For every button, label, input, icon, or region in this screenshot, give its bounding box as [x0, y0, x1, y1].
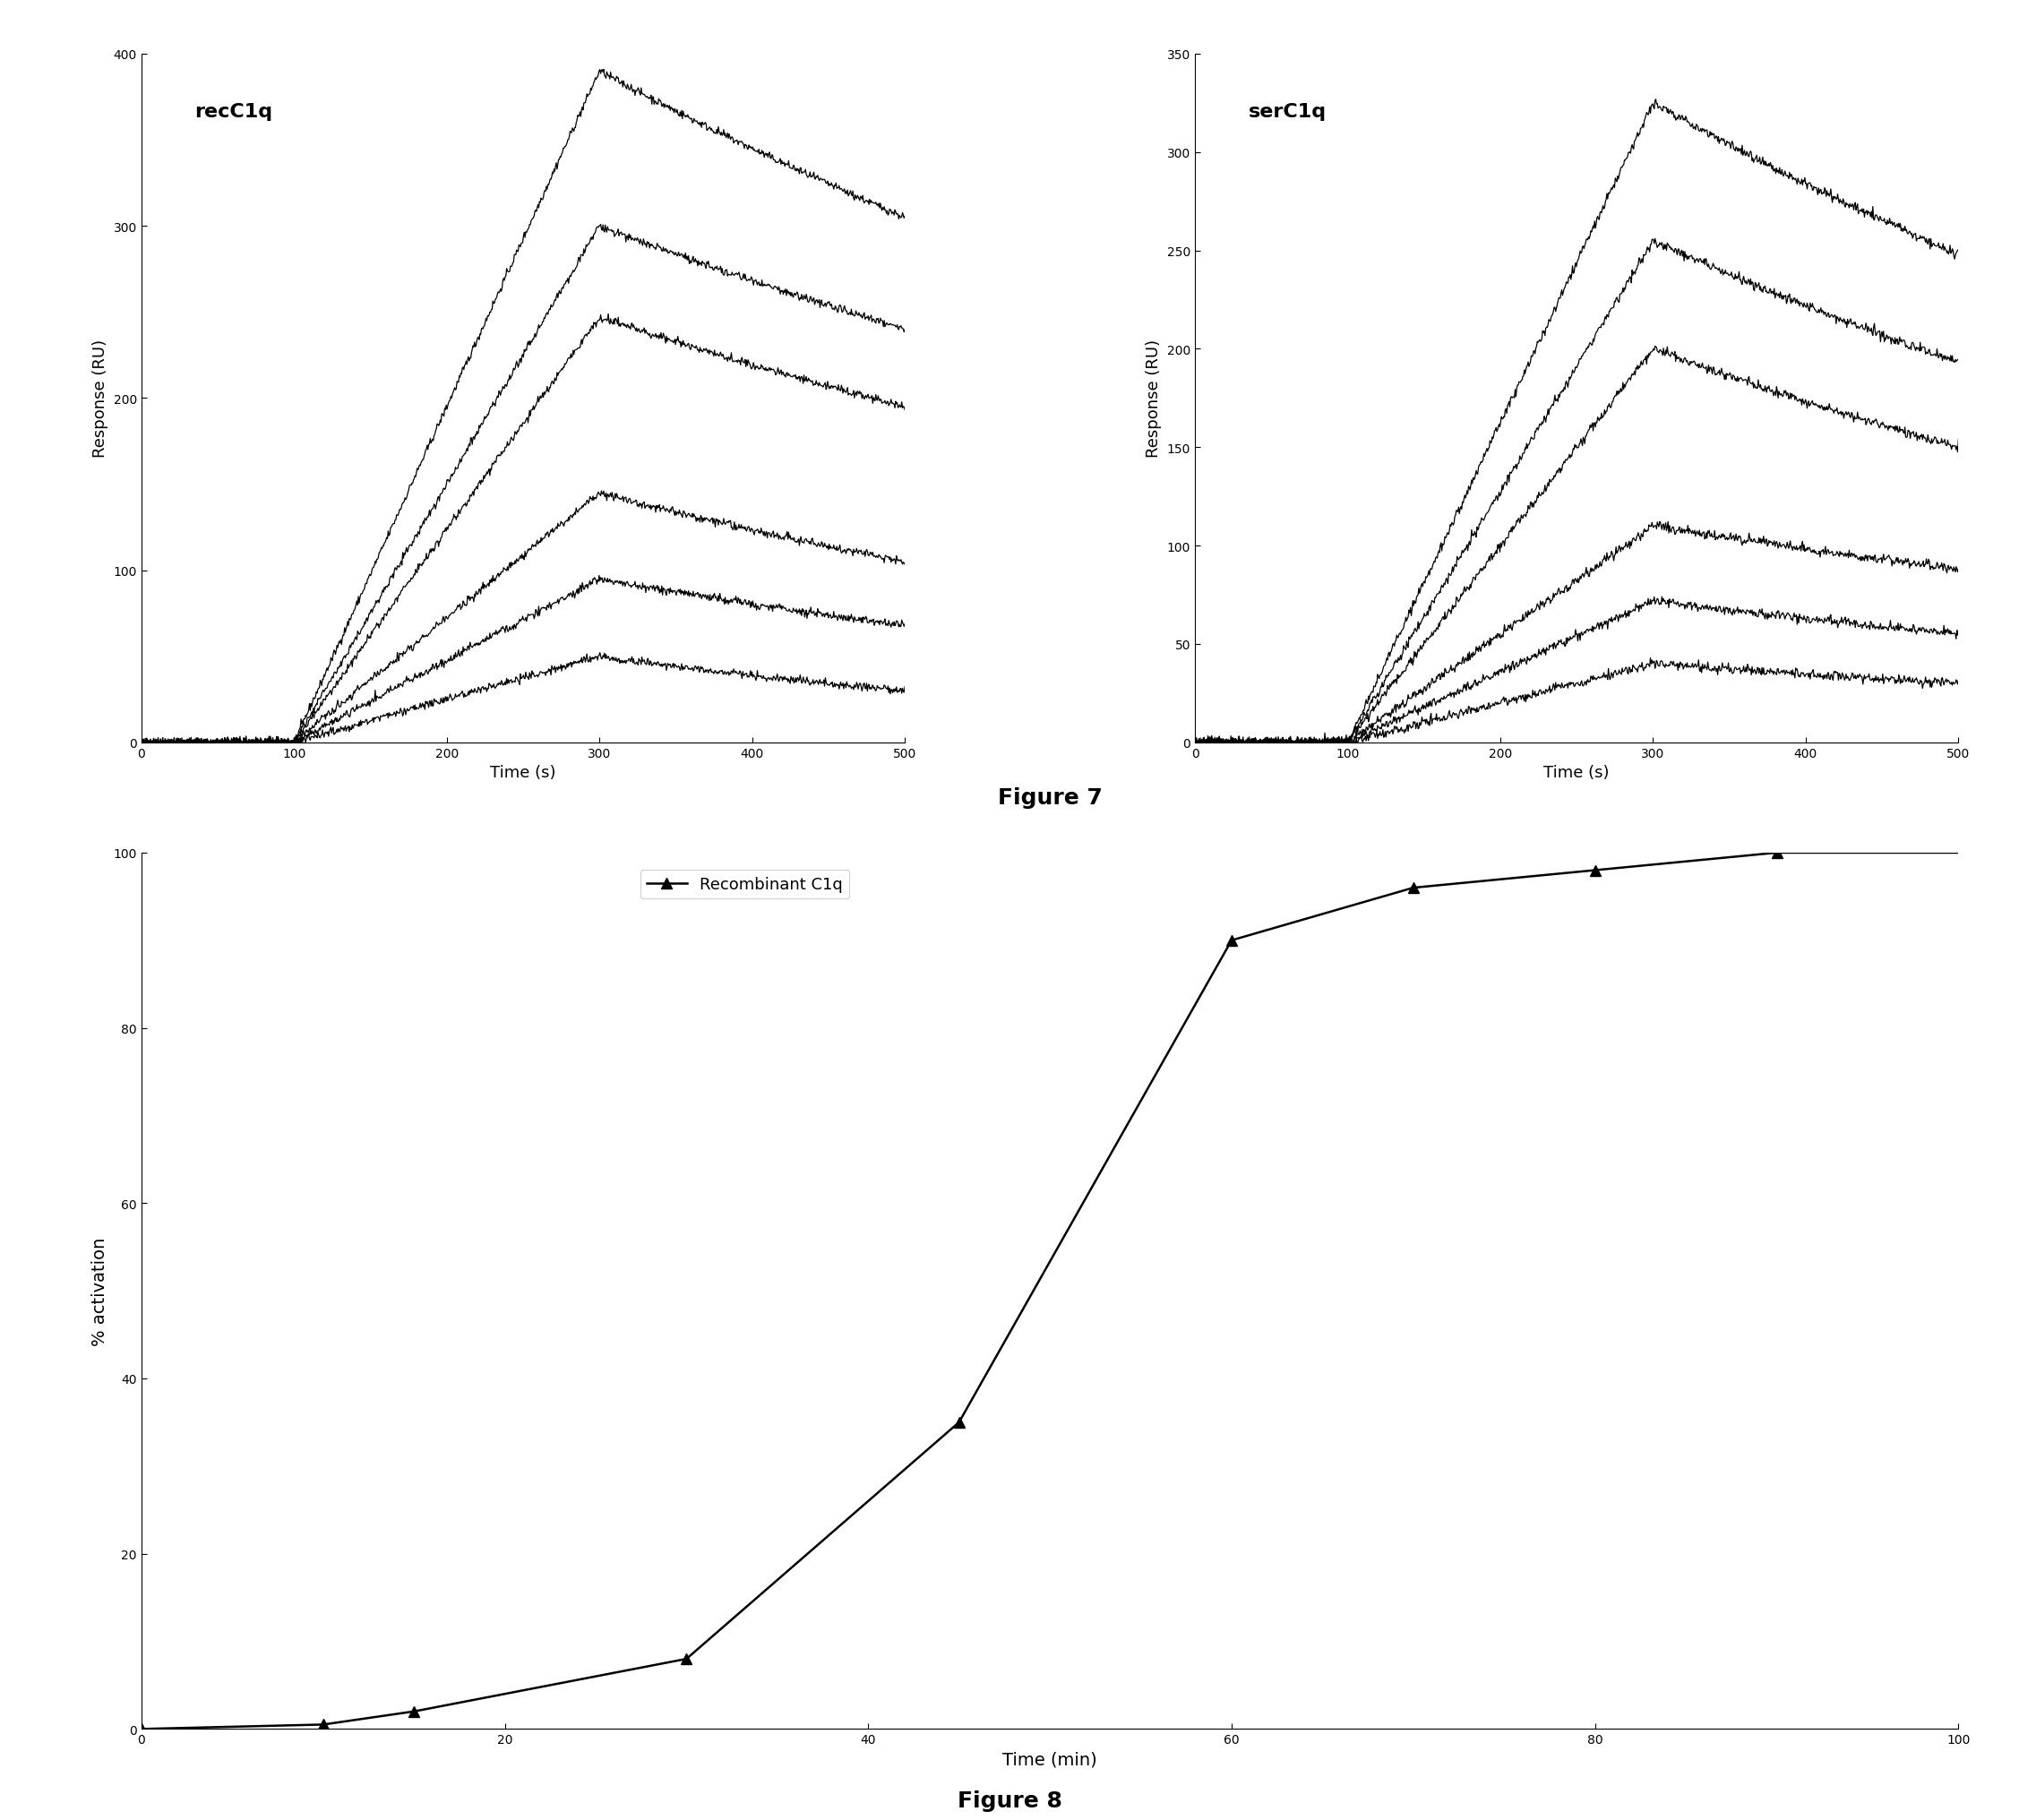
X-axis label: Time (s): Time (s): [491, 764, 555, 781]
Y-axis label: Response (RU): Response (RU): [1147, 340, 1163, 459]
Y-axis label: % activation: % activation: [91, 1238, 109, 1345]
Text: serC1q: serC1q: [1248, 102, 1326, 120]
Text: Figure 8: Figure 8: [957, 1789, 1062, 1811]
X-axis label: Time (s): Time (s): [1545, 764, 1609, 781]
Legend: Recombinant C1q: Recombinant C1q: [640, 870, 850, 899]
X-axis label: Time (min): Time (min): [1003, 1751, 1096, 1767]
Text: recC1q: recC1q: [194, 102, 273, 120]
Y-axis label: Response (RU): Response (RU): [93, 340, 109, 459]
Text: Figure 7: Figure 7: [997, 788, 1102, 808]
